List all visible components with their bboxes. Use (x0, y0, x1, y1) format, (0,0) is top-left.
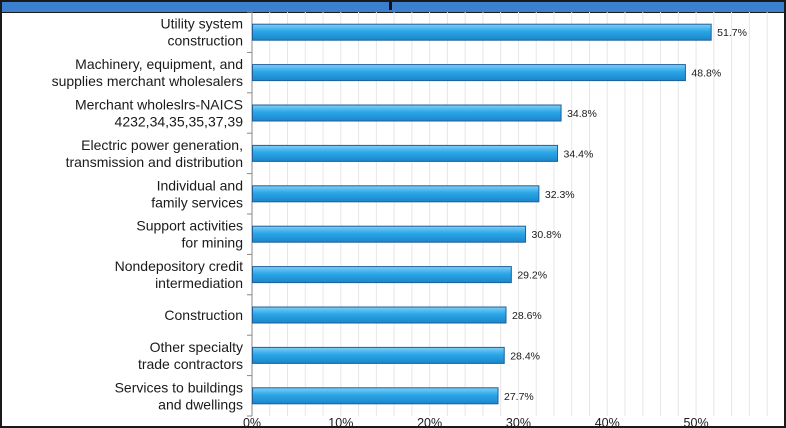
value-label: 48.8% (691, 68, 721, 80)
value-label: 29.2% (517, 270, 547, 282)
bar (252, 346, 505, 364)
category-label: construction (168, 33, 243, 49)
bar (252, 225, 527, 243)
category-label: and dwellings (158, 396, 243, 412)
value-label: 34.8% (567, 108, 597, 120)
x-tick-label: 50% (684, 416, 709, 428)
category-label: Electric power generation, (81, 137, 243, 153)
category-label: trade contractors (138, 356, 243, 372)
category-label: Individual and (157, 177, 243, 193)
bar (252, 144, 559, 162)
category-label: Services to buildings (115, 379, 243, 395)
value-label: 34.4% (564, 148, 594, 160)
header-strip (2, 2, 784, 13)
bars (252, 23, 712, 405)
category-label: Support activities (136, 218, 243, 234)
category-label: intermediation (155, 275, 243, 291)
category-label: Nondepository credit (115, 258, 244, 274)
category-label: Utility system (161, 16, 243, 32)
category-label: family services (151, 194, 243, 210)
x-tick-label: 20% (417, 416, 442, 428)
x-tick-label: 40% (595, 416, 620, 428)
bar (252, 64, 686, 82)
labels: 0% 10% 20% 30% 40% 50% 51.7% Utility systemcons… (52, 16, 747, 428)
category-label: 4232,34,35,35,37,39 (115, 114, 244, 130)
bar (252, 185, 540, 203)
bar (252, 23, 712, 41)
header-strip-mark (389, 2, 392, 10)
category-label: transmission and distribution (66, 154, 243, 170)
category-label: supplies merchant wholesalers (52, 73, 243, 89)
value-label: 27.7% (504, 391, 534, 403)
value-label: 28.6% (512, 310, 542, 322)
category-label: for mining (182, 235, 243, 251)
category-label: Construction (164, 307, 243, 323)
value-label: 32.3% (545, 189, 575, 201)
x-tick-label: 10% (328, 416, 353, 428)
bar (252, 387, 499, 405)
category-label: Other specialty (150, 339, 243, 355)
bar (252, 104, 562, 122)
category-label: Machinery, equipment, and (75, 56, 243, 72)
x-tick-label: 30% (506, 416, 531, 428)
value-label: 30.8% (532, 229, 562, 241)
value-label: 28.4% (510, 350, 540, 362)
value-label: 51.7% (717, 27, 747, 39)
x-tick-label: 0% (243, 416, 261, 428)
bar (252, 306, 507, 324)
bar (252, 266, 512, 284)
axes (247, 11, 253, 417)
category-label: Merchant wholeslrs-NAICS (75, 97, 243, 113)
